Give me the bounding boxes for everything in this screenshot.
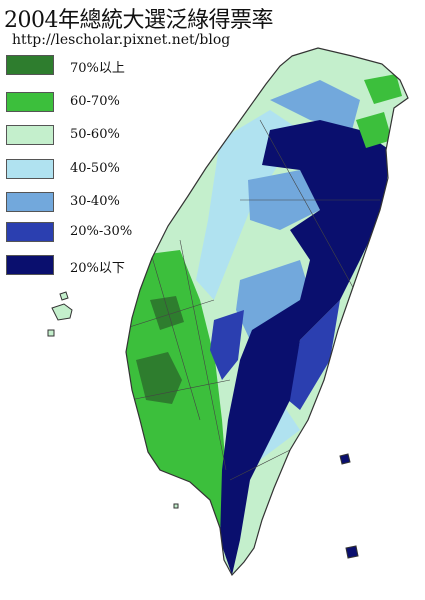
legend-swatch <box>6 192 54 212</box>
legend-item-30-40: 30-40% <box>6 192 146 214</box>
legend-label: 60-70% <box>70 94 120 109</box>
region-60-70-north <box>364 74 402 104</box>
legend-item-60-70: 60-70% <box>6 92 146 114</box>
legend-item-70-plus: 70%以上 <box>6 55 146 77</box>
legend-item-20-30: 20%-30% <box>6 222 146 244</box>
region-70-plus <box>136 352 182 404</box>
legend-label: 20%-30% <box>70 224 133 239</box>
region-30-40 <box>270 80 360 130</box>
map-title: 2004年總統大選泛綠得票率 <box>4 8 274 33</box>
region-60-70-northeast <box>356 112 392 148</box>
county-borders <box>126 119 380 481</box>
legend-swatch <box>6 222 54 242</box>
source-url: http://lescholar.pixnet.net/blog <box>12 32 231 48</box>
penghu-islet <box>47 329 55 337</box>
legend-swatch <box>6 55 54 75</box>
region-20-30 <box>210 310 244 380</box>
legend-label: 40-50% <box>70 161 120 176</box>
legend-swatch <box>6 92 54 112</box>
legend-swatch <box>6 159 54 179</box>
legend-item-50-60: 50-60% <box>6 125 146 147</box>
green-island <box>339 453 351 465</box>
legend-label: 70%以上 <box>70 61 125 76</box>
legend-item-20-below: 20%以下 <box>6 255 146 277</box>
legend-label: 20%以下 <box>70 261 125 276</box>
legend-label: 30-40% <box>70 194 120 209</box>
penghu-islands <box>51 303 73 321</box>
legend-label: 50-60% <box>70 127 120 142</box>
legend-item-40-50: 40-50% <box>6 159 146 181</box>
legend-swatch <box>6 255 54 275</box>
orchid-island <box>345 545 359 559</box>
penghu-islet <box>59 291 69 301</box>
region-20-30 <box>288 300 340 410</box>
taiwan-outline <box>125 47 409 577</box>
region-70-plus <box>150 296 184 330</box>
legend-swatch <box>6 125 54 145</box>
liuqiu-island <box>173 503 179 509</box>
region-20-below <box>220 120 390 575</box>
